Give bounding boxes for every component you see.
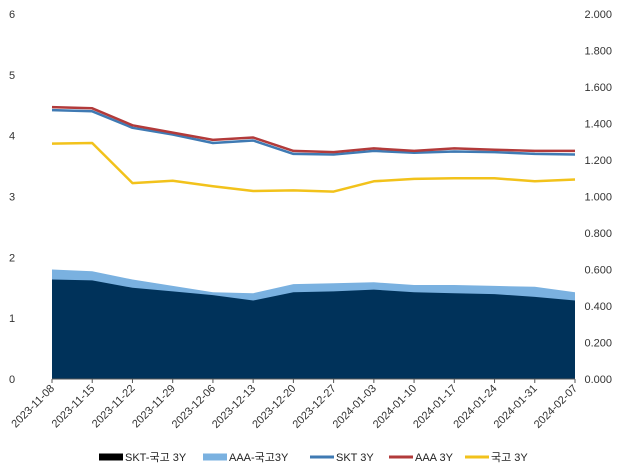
legend-label-series-4: 국고 3Y bbox=[491, 452, 528, 464]
legend-label-series-3: AAA 3Y bbox=[415, 452, 454, 464]
legend-swatch-series-0 bbox=[99, 453, 123, 461]
left-tick-label: 5 bbox=[9, 70, 15, 82]
legend-swatch-series-2 bbox=[310, 455, 334, 459]
right-tick-label: 0.800 bbox=[584, 228, 612, 240]
right-tick-label: 1.000 bbox=[584, 192, 612, 204]
legend-label-series-2: SKT 3Y bbox=[336, 452, 374, 464]
line-series-2 bbox=[51, 108, 576, 156]
legend-swatch-series-3 bbox=[389, 455, 413, 459]
right-tick-label: 0.200 bbox=[584, 338, 612, 350]
left-tick-label: 0 bbox=[9, 374, 15, 386]
x-tick-label: 2024-02-07 bbox=[532, 383, 580, 431]
line-series-3 bbox=[51, 105, 575, 154]
left-tick-label: 4 bbox=[9, 131, 15, 143]
left-tick-label: 6 bbox=[9, 9, 15, 21]
right-tick-label: 0.400 bbox=[584, 301, 612, 313]
legend: SKT-국고 3Y AAA-국고3Y SKT 3Y AAA 3Y 국고 3Y bbox=[99, 452, 528, 464]
legend-swatch-series-1 bbox=[203, 453, 227, 461]
right-tick-label: 0.600 bbox=[584, 265, 612, 277]
legend-label-series-1: AAA-국고3Y bbox=[229, 452, 289, 464]
left-tick-label: 3 bbox=[9, 192, 15, 204]
right-tick-label: 1.200 bbox=[584, 155, 612, 167]
legend-swatch-series-4 bbox=[465, 455, 489, 459]
right-tick-label: 1.800 bbox=[584, 46, 612, 58]
area-series-0 bbox=[52, 279, 575, 379]
left-tick-label: 2 bbox=[9, 252, 15, 264]
left-tick-label: 1 bbox=[9, 313, 15, 325]
line-series-4 bbox=[51, 141, 576, 193]
right-tick-label: 2.000 bbox=[584, 9, 612, 21]
right-tick-label: 1.400 bbox=[584, 119, 612, 131]
right-tick-label: 1.600 bbox=[584, 82, 612, 94]
plot-area bbox=[51, 105, 576, 379]
right-tick-label: 0.000 bbox=[584, 374, 612, 386]
legend-label-series-0: SKT-국고 3Y bbox=[125, 452, 187, 464]
